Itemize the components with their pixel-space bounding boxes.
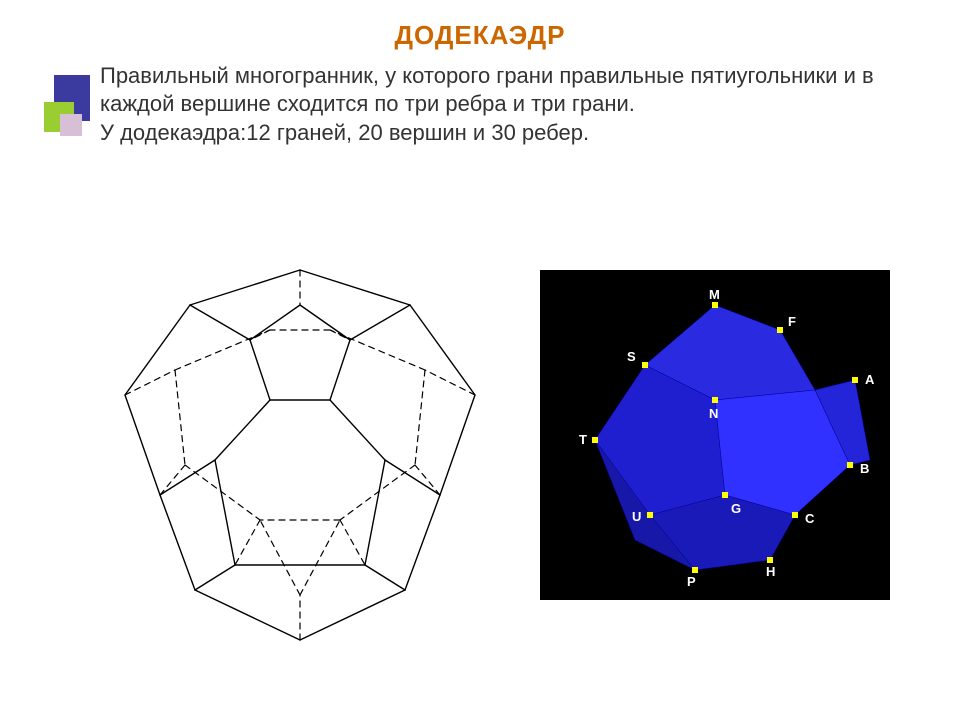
svg-text:F: F xyxy=(788,314,796,329)
svg-text:M: M xyxy=(709,287,720,302)
svg-text:T: T xyxy=(579,432,587,447)
paragraph-1: Правильный многогранник, у которого гран… xyxy=(100,62,900,117)
figures-area: M F S A N T B U G C H P xyxy=(0,245,960,675)
dodecahedron-rendered: M F S A N T B U G C H P xyxy=(540,270,890,600)
paragraph-2: У додекаэдра:12 граней, 20 вершин и 30 р… xyxy=(100,119,900,147)
slide: ДОДЕКАЭДР Правильный многогранник, у кот… xyxy=(0,0,960,720)
slide-title: ДОДЕКАЭДР xyxy=(0,20,960,51)
svg-text:S: S xyxy=(627,349,636,364)
title-text: ДОДЕКАЭДР xyxy=(395,20,566,50)
body-text: Правильный многогранник, у которого гран… xyxy=(100,62,900,149)
bullet-icon xyxy=(42,70,82,130)
svg-text:B: B xyxy=(860,461,869,476)
dodecahedron-wireframe xyxy=(115,260,485,660)
svg-text:H: H xyxy=(766,564,775,579)
svg-text:G: G xyxy=(731,501,741,516)
svg-text:A: A xyxy=(865,372,875,387)
svg-text:C: C xyxy=(805,511,815,526)
svg-text:P: P xyxy=(687,574,696,589)
svg-text:N: N xyxy=(709,406,718,421)
svg-text:U: U xyxy=(632,509,641,524)
